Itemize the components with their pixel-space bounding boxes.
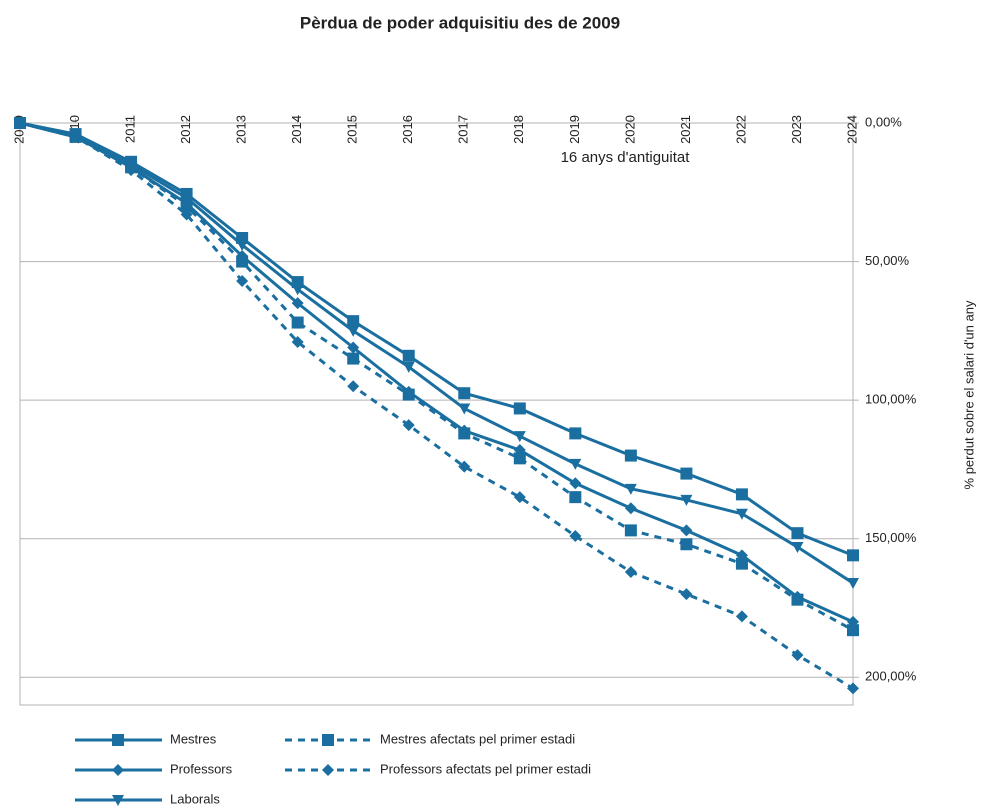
x-tick-label: 2015: [345, 115, 360, 144]
data-point: [791, 649, 804, 662]
data-point: [569, 491, 582, 504]
legend-label: Mestres afectats pel primer estadi: [380, 731, 575, 746]
x-tick-label: 2024: [844, 115, 859, 144]
series-line: [19, 121, 854, 624]
x-tick-label: 2019: [567, 115, 582, 144]
data-point: [291, 335, 304, 348]
y-tick-label: 200,00%: [865, 669, 917, 684]
x-tick-label: 2018: [511, 115, 526, 144]
data-point: [513, 444, 526, 457]
data-point: [680, 467, 693, 480]
data-point: [402, 419, 415, 432]
data-point: [180, 208, 193, 221]
data-point: [847, 549, 859, 562]
data-point: [624, 502, 637, 515]
legend-label: Laborals: [170, 791, 220, 806]
data-point: [569, 427, 582, 440]
data-point: [791, 542, 804, 554]
data-point: [513, 431, 526, 443]
data-point: [513, 402, 526, 415]
data-point: [680, 538, 693, 551]
data-point: [236, 274, 249, 287]
data-point: [791, 527, 804, 540]
data-point: [180, 192, 193, 204]
legend-label: Professors: [170, 761, 233, 776]
x-tick-label: 2016: [400, 115, 415, 144]
data-point: [569, 477, 582, 490]
data-point: [569, 529, 582, 542]
x-tick-label: 2012: [178, 115, 193, 144]
data-point: [569, 458, 582, 470]
annotation: 16 anys d'antiguitat: [561, 149, 691, 166]
data-point: [680, 588, 693, 601]
data-point: [402, 361, 415, 373]
data-point: [680, 524, 693, 537]
data-point: [735, 549, 748, 562]
data-point: [735, 610, 748, 623]
data-point: [624, 524, 637, 537]
y-tick-label: 100,00%: [865, 392, 917, 407]
x-tick-label: 2020: [622, 115, 637, 144]
plot-frame: [19, 122, 854, 706]
data-point: [347, 352, 360, 365]
data-point: [14, 118, 26, 129]
data-point: [125, 159, 138, 171]
data-point: [847, 682, 859, 695]
data-point: [735, 557, 748, 570]
data-point: [458, 387, 471, 400]
data-point: [458, 460, 471, 473]
x-tick-label: 2013: [234, 115, 249, 144]
data-point: [735, 508, 748, 520]
data-point: [624, 449, 637, 462]
data-point: [458, 403, 471, 415]
data-point: [291, 316, 304, 329]
series-line: [19, 121, 854, 585]
data-point: [347, 325, 360, 337]
x-tick-label: 2011: [123, 115, 138, 143]
data-point: [291, 284, 304, 296]
data-point: [347, 380, 360, 393]
data-point: [847, 624, 859, 637]
series-line: [19, 121, 854, 557]
data-point: [624, 565, 637, 578]
legend-label: Professors afectats pel primer estadi: [380, 761, 591, 776]
x-tick-label: 2017: [456, 115, 471, 144]
series-line: [19, 121, 854, 632]
data-point: [735, 488, 748, 501]
legend-marker: [112, 734, 124, 746]
legend-marker: [112, 764, 124, 776]
legend-marker: [322, 764, 334, 776]
data-point: [847, 578, 859, 590]
x-tick-label: 2022: [733, 115, 748, 144]
data-point: [236, 250, 249, 263]
y-tick-label: 150,00%: [865, 530, 917, 545]
data-point: [69, 131, 82, 143]
data-point: [458, 424, 471, 437]
data-point: [513, 452, 526, 465]
legend-marker: [322, 734, 334, 746]
data-point: [291, 297, 304, 310]
data-point: [402, 385, 415, 398]
data-point: [680, 494, 693, 506]
x-tick-label: 2021: [678, 115, 693, 144]
chart-title: Pèrdua de poder adquisitiu des de 2009: [300, 13, 620, 32]
data-point: [513, 491, 526, 504]
y-tick-label: 0,00%: [865, 114, 902, 129]
x-tick-label: 2014: [289, 115, 304, 144]
data-point: [236, 239, 249, 251]
data-point: [847, 615, 859, 628]
y-tick-label: 50,00%: [865, 253, 910, 268]
data-point: [624, 483, 637, 495]
series-line: [19, 121, 854, 690]
data-point: [347, 315, 360, 328]
x-tick-label: 2023: [789, 115, 804, 144]
data-point: [402, 349, 415, 362]
y-axis-label: % perdut sobre el salari d'un any: [961, 300, 976, 489]
data-point: [347, 341, 360, 354]
legend-label: Mestres: [170, 731, 217, 746]
legend-marker: [112, 795, 124, 806]
data-point: [791, 590, 804, 603]
